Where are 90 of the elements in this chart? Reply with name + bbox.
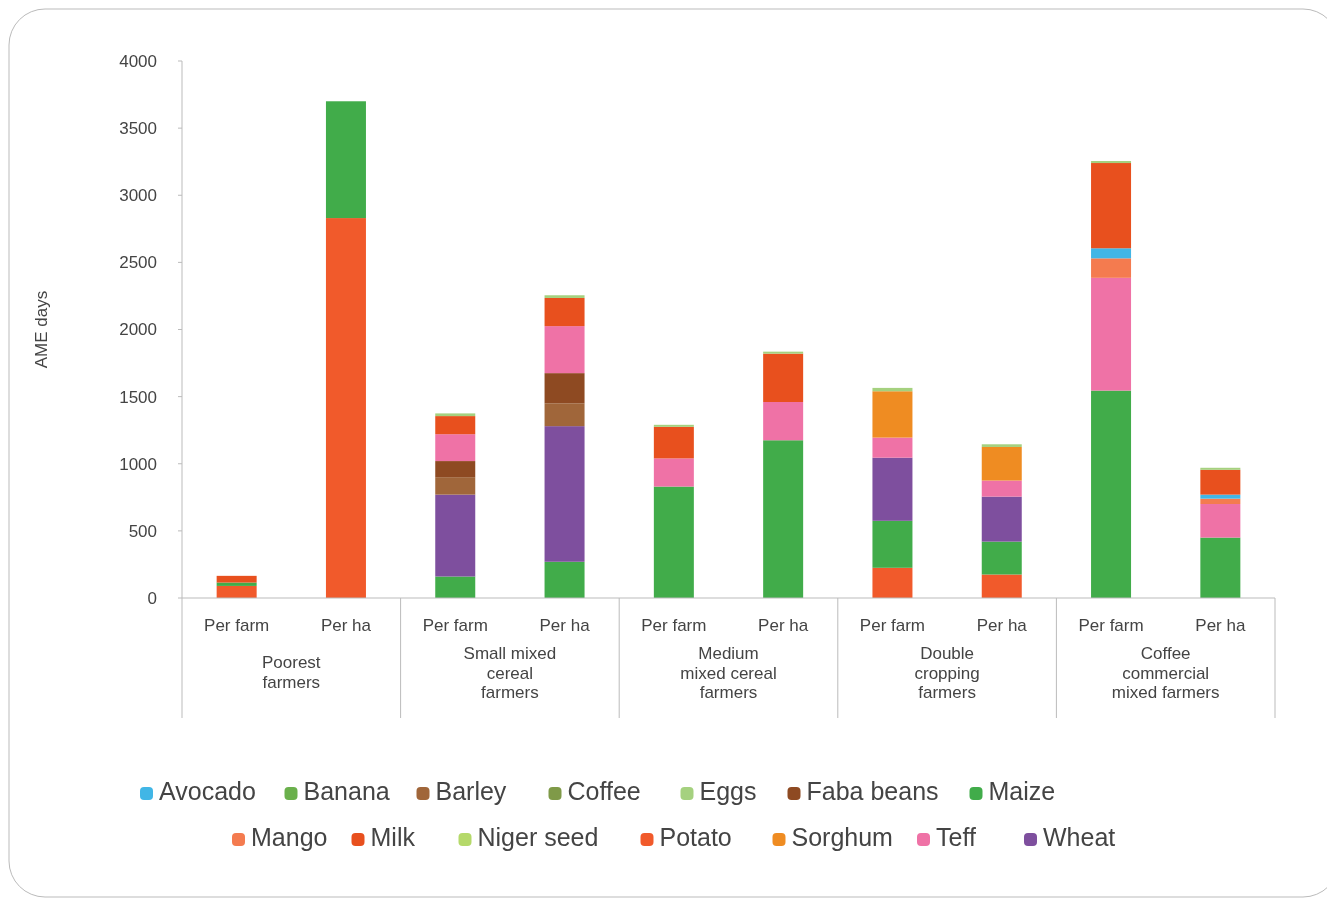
y-tick-label: 1500 xyxy=(119,387,157,407)
bar xyxy=(872,391,913,438)
bar xyxy=(544,426,585,562)
bar xyxy=(216,575,257,583)
bar xyxy=(216,582,257,586)
bar xyxy=(763,351,804,354)
x-tick-label: Per farm xyxy=(859,616,926,635)
bar xyxy=(1091,277,1132,391)
bar xyxy=(1200,537,1241,598)
bar xyxy=(1200,467,1241,470)
bar xyxy=(872,387,913,392)
bar xyxy=(1200,498,1241,505)
y-tick-label: 500 xyxy=(128,521,157,541)
bar xyxy=(435,434,476,462)
bar xyxy=(435,413,476,417)
x-tick-label: Per ha xyxy=(976,616,1028,635)
legend-label: Coffee xyxy=(567,777,641,805)
text: Medium mixed cereal farmers xyxy=(680,644,777,703)
legend-label: Banana xyxy=(303,777,390,805)
bar xyxy=(872,520,913,568)
legend-label: Barley xyxy=(435,777,507,805)
bar xyxy=(544,561,585,598)
x-tick-label: Per farm xyxy=(1078,616,1144,635)
bar xyxy=(544,326,585,374)
bar xyxy=(435,576,476,598)
y-tick-label: 3500 xyxy=(119,119,157,139)
bar xyxy=(981,574,1022,598)
bar xyxy=(435,416,476,435)
bar xyxy=(1091,161,1132,164)
bar xyxy=(653,486,694,598)
bar xyxy=(872,457,913,521)
bar xyxy=(981,480,1022,497)
x-tick-label: Per ha xyxy=(320,616,372,635)
legend-label: Sorghum xyxy=(791,823,893,851)
bar xyxy=(872,437,913,458)
bar xyxy=(1091,248,1132,259)
bar xyxy=(981,446,1022,481)
x-tick-label: Per ha xyxy=(539,616,591,635)
bar xyxy=(872,567,913,598)
bar xyxy=(435,494,476,577)
y-tick-label: 3000 xyxy=(119,186,157,206)
text: Coffee commercial mixed farmers xyxy=(1111,644,1220,703)
y-tick-label: 0 xyxy=(147,588,157,608)
bar xyxy=(763,353,804,402)
bar xyxy=(325,101,366,219)
bar xyxy=(544,373,585,404)
bar xyxy=(435,461,476,478)
bar xyxy=(981,496,1022,542)
text: Poorest farmers xyxy=(262,653,321,692)
bar xyxy=(544,297,585,327)
bar xyxy=(435,477,476,495)
bar xyxy=(1091,390,1132,598)
bar xyxy=(216,585,257,598)
bar xyxy=(1091,258,1132,278)
bar xyxy=(1200,469,1241,495)
bar xyxy=(1200,494,1241,499)
legend-label: Eggs xyxy=(699,777,757,805)
legend-label: Milk xyxy=(370,823,416,851)
bar xyxy=(653,426,694,459)
bar xyxy=(653,458,694,487)
y-tick-label: 2500 xyxy=(119,253,157,273)
y-axis-title: AME days xyxy=(32,290,51,369)
legend-label: Potato xyxy=(659,823,732,851)
bar xyxy=(1091,163,1132,249)
bar xyxy=(763,402,804,441)
text: Double cropping farmers xyxy=(914,644,980,703)
bar xyxy=(1200,504,1241,538)
x-tick-label: Per ha xyxy=(1195,616,1246,635)
text: Small mixed cereal farmers xyxy=(463,644,557,703)
bar xyxy=(653,424,694,427)
x-tick-label: Per farm xyxy=(204,616,270,635)
legend-label: Niger seed xyxy=(477,823,599,851)
x-tick-label: Per farm xyxy=(641,616,707,635)
y-tick-label: 4000 xyxy=(119,51,157,71)
bar xyxy=(763,440,804,598)
y-tick-label: 2000 xyxy=(119,320,157,340)
legend-label: Faba beans xyxy=(806,777,939,805)
bar xyxy=(544,295,585,298)
legend-label: Maize xyxy=(988,777,1056,805)
legend-label: Teff xyxy=(936,823,976,851)
y-tick-label: 1000 xyxy=(119,454,157,474)
legend-label: Avocado xyxy=(159,777,256,805)
bar xyxy=(325,218,366,598)
bar xyxy=(981,444,1022,447)
legend-label: Wheat xyxy=(1043,823,1116,851)
x-tick-label: Per farm xyxy=(422,616,488,635)
x-tick-label: Per ha xyxy=(758,616,809,635)
legend-label: Mango xyxy=(251,823,328,851)
bar xyxy=(981,541,1022,575)
bar xyxy=(544,403,585,427)
